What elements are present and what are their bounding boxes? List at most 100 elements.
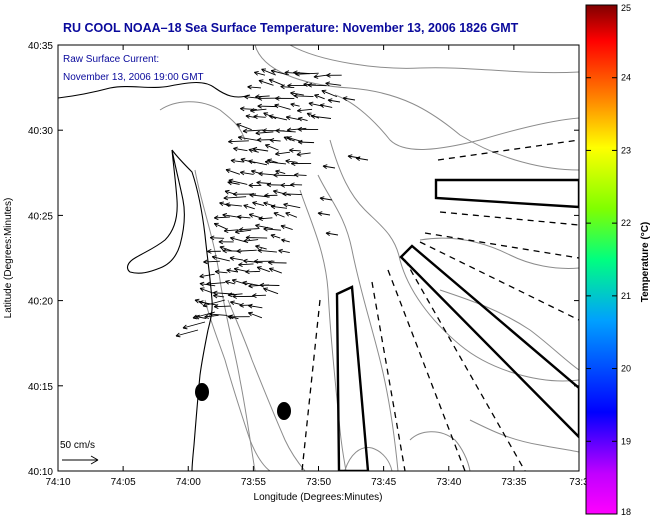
current-vector bbox=[281, 238, 290, 243]
current-vector bbox=[290, 182, 303, 188]
colorbar-tick-label: 21 bbox=[621, 291, 631, 301]
current-vector bbox=[243, 94, 260, 100]
current-vector bbox=[207, 248, 221, 254]
current-vector bbox=[280, 224, 293, 230]
x-axis: 74:10 74:05 74:00 73:55 73:50 73:45 73:40 73:35… bbox=[45, 45, 589, 488]
map-plot-area bbox=[58, 45, 579, 471]
coastline bbox=[58, 81, 251, 471]
current-vector bbox=[273, 212, 285, 218]
colorbar-tick-label: 22 bbox=[621, 218, 631, 228]
current-vector bbox=[230, 236, 246, 243]
current-vector bbox=[253, 114, 266, 120]
current-vector bbox=[297, 108, 313, 113]
current-vector bbox=[256, 137, 272, 143]
current-vector bbox=[298, 116, 308, 122]
y-axis-label: Latitude (Degrees:Minutes) bbox=[3, 198, 14, 319]
current-vector bbox=[248, 148, 259, 153]
x-tick-label: 73:40 bbox=[436, 477, 461, 488]
current-vector bbox=[268, 260, 287, 266]
current-vector bbox=[297, 126, 319, 132]
current-vector bbox=[256, 266, 270, 273]
current-vector bbox=[268, 114, 288, 121]
current-vector bbox=[213, 293, 225, 299]
x-tick-label: 73:35 bbox=[501, 477, 526, 488]
current-vector bbox=[285, 115, 300, 121]
scale-label: 50 cm/s bbox=[60, 440, 95, 451]
current-vector bbox=[275, 128, 296, 134]
current-vector bbox=[248, 311, 263, 319]
current-vector bbox=[236, 123, 252, 131]
current-vector bbox=[263, 287, 279, 295]
current-vector bbox=[245, 235, 268, 241]
current-vector bbox=[325, 231, 339, 236]
current-vector bbox=[240, 106, 257, 112]
current-vector bbox=[252, 201, 265, 207]
current-vector bbox=[203, 259, 220, 265]
y-tick-label: 40:25 bbox=[28, 211, 53, 222]
current-vector bbox=[259, 282, 280, 288]
current-vector bbox=[322, 164, 336, 169]
current-vector bbox=[278, 248, 290, 254]
current-vector bbox=[270, 69, 288, 76]
current-vector bbox=[240, 157, 256, 164]
x-tick-label: 74:00 bbox=[176, 477, 201, 488]
y-tick-label: 40:35 bbox=[28, 41, 53, 52]
x-tick-label: 73:45 bbox=[371, 477, 396, 488]
current-vector bbox=[296, 151, 311, 157]
current-vector bbox=[256, 180, 271, 186]
y-tick-label: 40:15 bbox=[28, 382, 53, 393]
current-vector bbox=[202, 299, 226, 308]
current-vector bbox=[199, 287, 214, 294]
current-vector bbox=[243, 204, 255, 210]
current-vector bbox=[228, 139, 249, 144]
current-vector bbox=[270, 204, 287, 210]
current-vector bbox=[250, 108, 267, 113]
current-vector bbox=[293, 93, 314, 99]
current-vector bbox=[297, 139, 315, 145]
current-vector bbox=[242, 128, 264, 134]
current-vector bbox=[258, 216, 273, 222]
current-vector bbox=[268, 78, 284, 86]
scale-arrow bbox=[62, 455, 99, 465]
current-vector bbox=[229, 256, 244, 261]
y-tick-label: 40:10 bbox=[28, 467, 53, 478]
current-vector bbox=[280, 84, 295, 90]
current-vector bbox=[228, 178, 248, 185]
current-vector bbox=[307, 82, 327, 88]
current-vector bbox=[266, 182, 282, 188]
current-vector bbox=[248, 303, 263, 309]
current-vector bbox=[230, 300, 241, 306]
current-vector bbox=[214, 215, 230, 221]
current-vector bbox=[233, 146, 248, 152]
current-vector bbox=[319, 103, 333, 109]
current-vector bbox=[206, 281, 226, 287]
current-vector bbox=[258, 79, 274, 86]
current-vector bbox=[285, 158, 298, 164]
current-vector bbox=[237, 135, 259, 141]
x-axis-label: Longitude (Degrees:Minutes) bbox=[254, 492, 383, 503]
current-vector bbox=[198, 300, 218, 306]
current-vector bbox=[225, 280, 235, 285]
current-vector bbox=[214, 269, 228, 275]
current-vector bbox=[264, 159, 287, 165]
buoy-marker bbox=[277, 402, 291, 420]
current-vector bbox=[269, 138, 281, 143]
colorbar-tick-label: 25 bbox=[621, 3, 631, 13]
current-vector bbox=[274, 103, 291, 110]
current-vector bbox=[275, 95, 295, 101]
current-vector bbox=[252, 146, 269, 152]
current-vector bbox=[243, 258, 263, 264]
radar-beam-boxes bbox=[335, 178, 579, 471]
current-vector bbox=[236, 248, 257, 254]
current-vector bbox=[264, 193, 278, 198]
current-vector bbox=[229, 314, 250, 320]
current-vector bbox=[264, 144, 279, 151]
current-vector bbox=[325, 81, 342, 87]
current-vector bbox=[199, 273, 215, 279]
temperature-colorbar: 25 24 23 22 21 20 19 18 Temperature (°C) bbox=[585, 3, 651, 517]
current-vector bbox=[287, 83, 307, 89]
current-vector bbox=[314, 94, 325, 100]
current-vector bbox=[226, 268, 239, 274]
current-vector bbox=[232, 294, 254, 299]
